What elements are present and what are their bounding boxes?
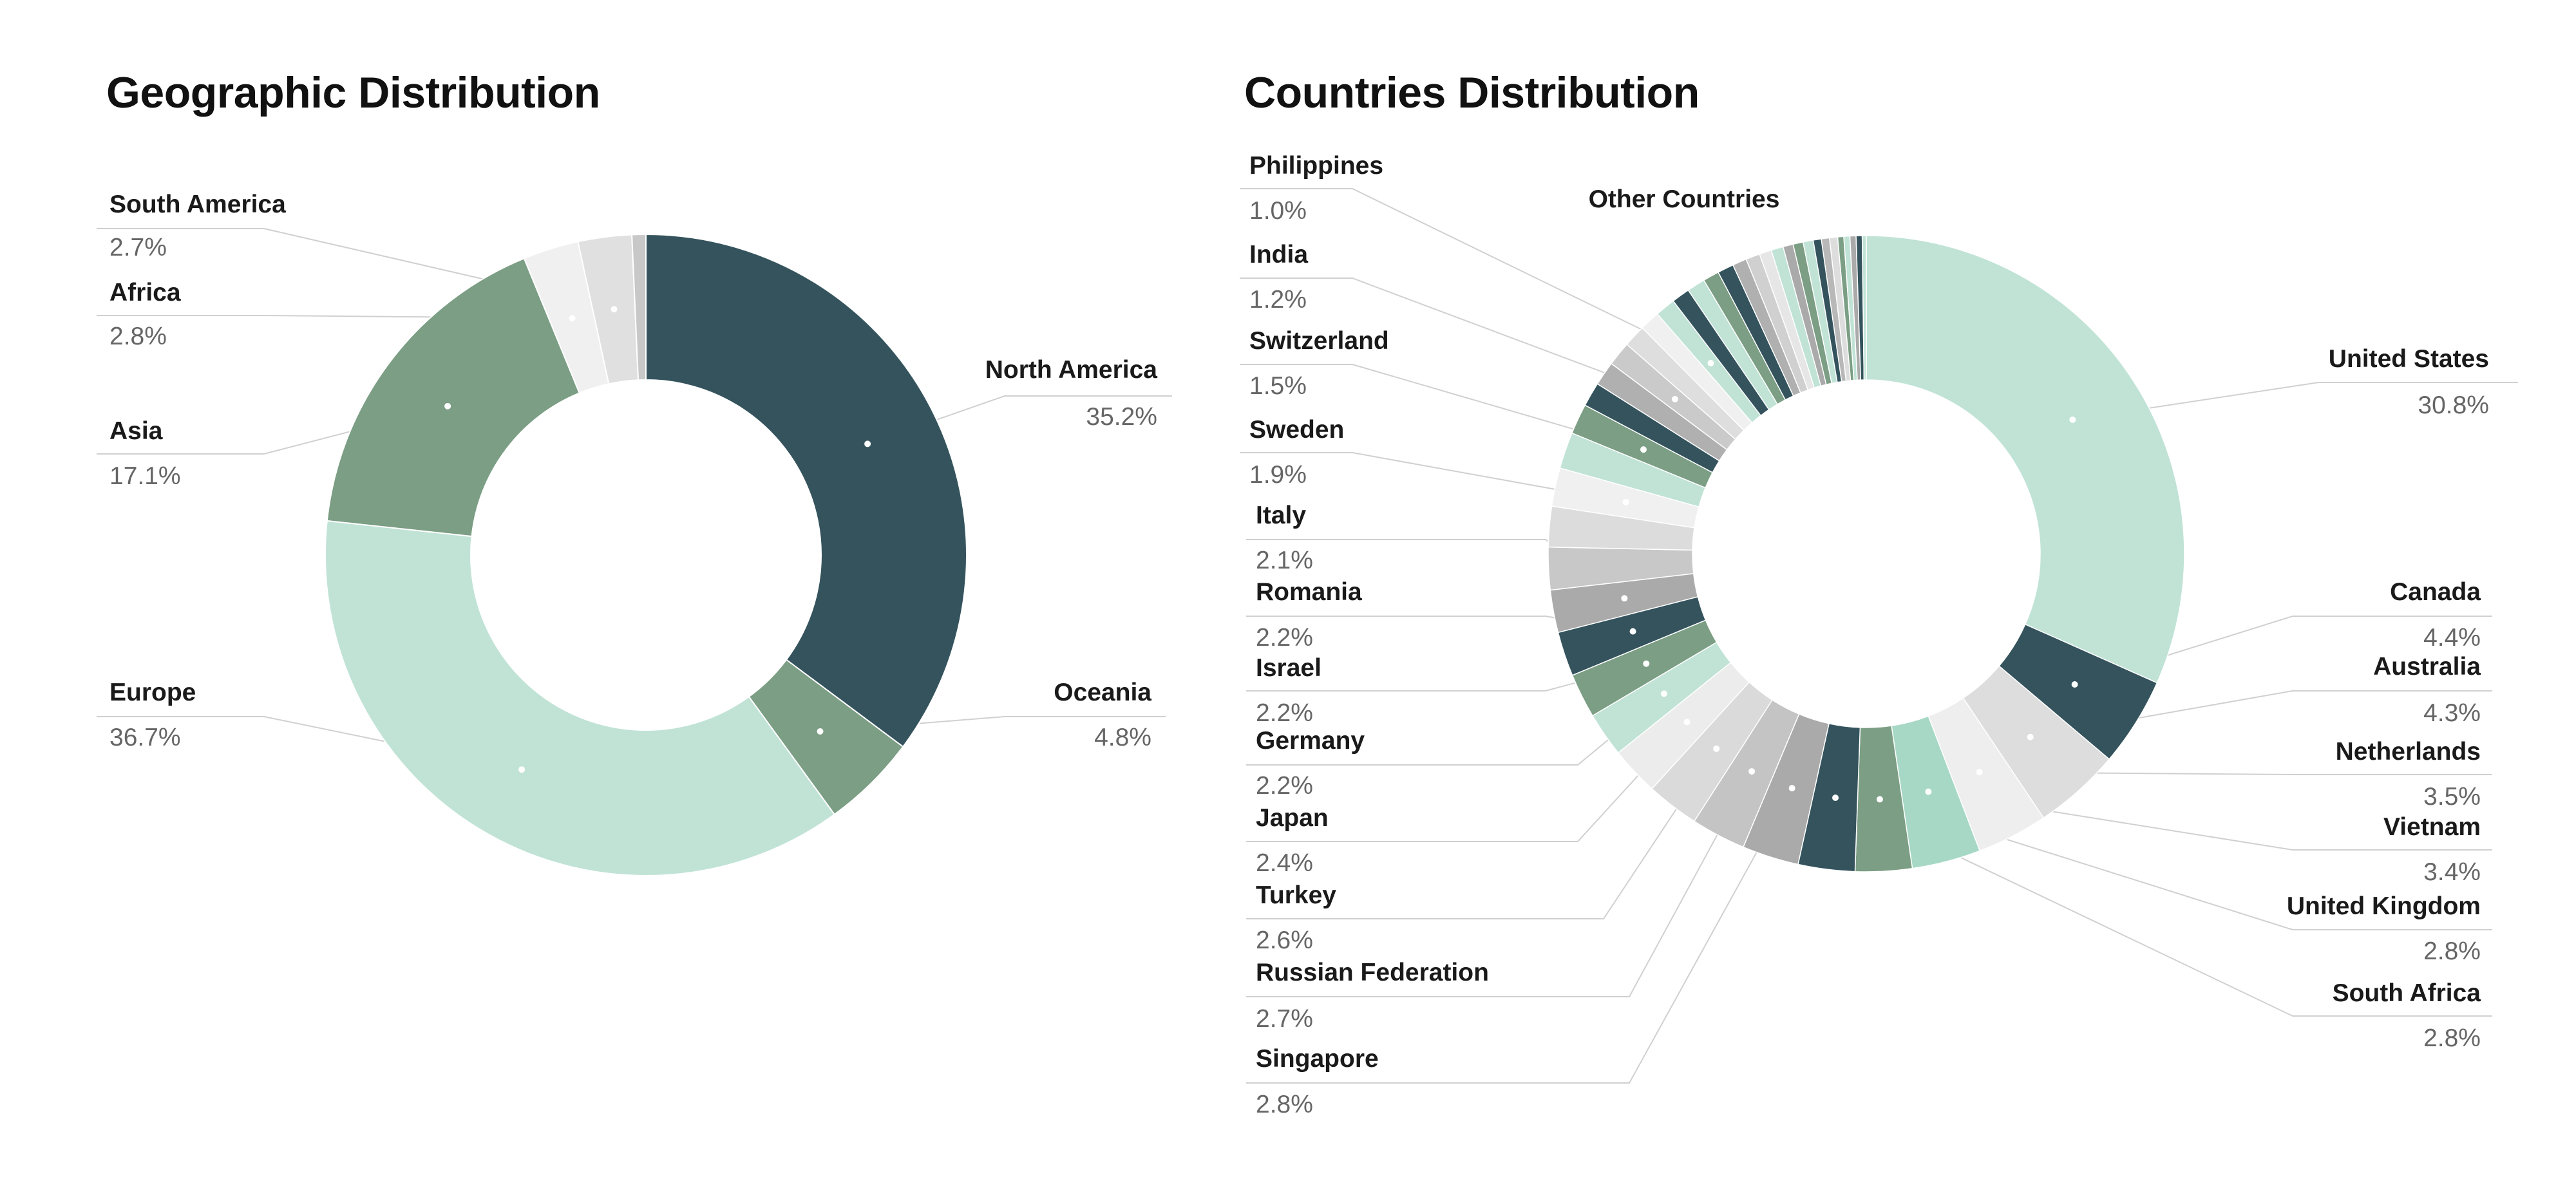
- cty-label-germany: Germany: [1256, 727, 1365, 755]
- geo-value-south-america: 2.7%: [109, 234, 167, 261]
- cty-dot-canada: [2071, 681, 2078, 688]
- cty-leader-sweden: [1240, 452, 1626, 503]
- cty-value-united-kingdom: 2.8%: [2423, 937, 2481, 965]
- geo-value-north-america: 35.2%: [1086, 403, 1157, 431]
- cty-leader-philippines: [1240, 188, 1711, 364]
- geo-value-africa: 2.8%: [109, 323, 167, 350]
- geographic-distribution-title: Geographic Distribution: [106, 68, 600, 117]
- cty-label-italy: Italy: [1256, 502, 1306, 529]
- cty-value-germany: 2.2%: [1256, 772, 1313, 800]
- geo-dot-africa: [569, 315, 576, 322]
- geo-slice-asia: [326, 258, 581, 538]
- geo-label-europe: Europe: [109, 679, 196, 706]
- cty-leader-switzerland: [1240, 364, 1644, 451]
- countries-donut: [1548, 235, 2185, 872]
- cty-leader-united-kingdom: [1879, 798, 2492, 930]
- geo-dot-north-america: [864, 440, 871, 447]
- cty-label-united-kingdom: United Kingdom: [2287, 892, 2481, 920]
- cty-leader-russian-federation: [1246, 771, 1753, 997]
- cty-value-south-africa: 2.8%: [2423, 1024, 2481, 1052]
- cty-dot-philippines: [1707, 360, 1714, 367]
- cty-value-romania: 2.2%: [1256, 624, 1313, 652]
- geo-dot-south-america: [611, 306, 618, 313]
- cty-value-netherlands: 3.5%: [2423, 783, 2481, 811]
- cty-slice-united-states: [1866, 235, 2185, 684]
- cty-label-south-africa: South Africa: [2333, 979, 2481, 1007]
- cty-value-israel: 2.2%: [1256, 699, 1313, 727]
- geo-value-europe: 36.7%: [109, 724, 181, 751]
- cty-value-india: 1.2%: [1249, 286, 1307, 314]
- cty-label-singapore: Singapore: [1256, 1045, 1379, 1073]
- cty-value-philippines: 1.0%: [1249, 197, 1307, 225]
- cty-value-switzerland: 1.5%: [1249, 372, 1307, 400]
- countries-distribution-title: Countries Distribution: [1244, 68, 1700, 117]
- cty-dot-netherlands: [1976, 769, 1983, 776]
- geo-label-south-america: South America: [109, 191, 286, 218]
- cty-value-turkey: 2.6%: [1256, 927, 1313, 954]
- geo-slice-unlabeled-6: [631, 233, 647, 381]
- cty-value-canada: 4.4%: [2423, 624, 2481, 652]
- geo-label-oceania: Oceania: [1054, 679, 1151, 706]
- geo-label-asia: Asia: [109, 417, 163, 445]
- cty-dot-italy: [1621, 595, 1628, 602]
- geo-slice-north-america: [645, 233, 967, 748]
- cty-label-united-states: United States: [2329, 345, 2489, 373]
- geo-value-asia: 17.1%: [109, 462, 181, 490]
- cty-slice-other-countries: [1861, 235, 1867, 381]
- cty-label-netherlands: Netherlands: [2336, 738, 2481, 766]
- cty-value-russian-federation: 2.7%: [1256, 1005, 1313, 1033]
- cty-dot-germany: [1660, 690, 1667, 697]
- cty-label-romania: Romania: [1256, 578, 1362, 606]
- cty-label-other-countries: Other Countries: [1589, 185, 1780, 213]
- cty-dot-india: [1671, 395, 1678, 402]
- cty-dot-switzerland: [1640, 446, 1647, 453]
- geo-value-oceania: 4.8%: [1094, 724, 1151, 751]
- cty-label-russian-federation: Russian Federation: [1256, 959, 1489, 986]
- geographic-donut: [325, 233, 967, 876]
- cty-label-japan: Japan: [1256, 804, 1329, 832]
- geo-dot-europe: [518, 766, 526, 773]
- geo-label-north-america: North America: [985, 356, 1158, 384]
- cty-value-united-states: 30.8%: [2418, 391, 2489, 419]
- cty-label-vietnam: Vietnam: [2383, 813, 2481, 841]
- geographic-labels: North America 35.2% Oceania 4.8% Europe 36.7%…: [109, 191, 1157, 773]
- cty-value-italy: 2.1%: [1256, 547, 1313, 574]
- cty-label-israel: Israel: [1256, 654, 1321, 682]
- cty-value-japan: 2.4%: [1256, 849, 1313, 877]
- cty-dot-australia: [2027, 733, 2034, 740]
- cty-dot-japan: [1683, 719, 1690, 726]
- geo-dot-oceania: [817, 728, 824, 735]
- cty-dot-russian-federation: [1748, 768, 1756, 775]
- cty-dot-south-africa: [1832, 794, 1839, 801]
- geo-label-africa: Africa: [109, 279, 181, 306]
- cty-dot-united-states: [2069, 416, 2076, 423]
- cty-label-philippines: Philippines: [1249, 152, 1383, 180]
- cty-dot-sweden: [1622, 498, 1629, 505]
- cty-label-canada: Canada: [2390, 578, 2481, 606]
- cty-label-turkey: Turkey: [1256, 881, 1336, 909]
- cty-leader-south-africa: [1835, 797, 2492, 1017]
- cty-dot-israel: [1643, 660, 1650, 667]
- cty-label-switzerland: Switzerland: [1249, 327, 1389, 355]
- cty-value-vietnam: 3.4%: [2423, 858, 2481, 886]
- cty-label-sweden: Sweden: [1249, 416, 1344, 444]
- cty-label-australia: Australia: [2373, 653, 2481, 681]
- cty-dot-turkey: [1713, 745, 1720, 752]
- cty-value-australia: 4.3%: [2423, 699, 2481, 727]
- geo-dot-asia: [444, 402, 451, 409]
- cty-label-india: India: [1249, 241, 1308, 268]
- cty-dot-vietnam: [1925, 788, 1932, 795]
- cty-dot-romania: [1629, 628, 1636, 635]
- cty-dot-united-kingdom: [1876, 796, 1883, 803]
- cty-dot-singapore: [1788, 785, 1795, 792]
- geo-slice-europe: [325, 520, 836, 876]
- cty-leader-united-states: [2072, 382, 2518, 420]
- cty-value-sweden: 1.9%: [1249, 461, 1307, 489]
- cty-leader-india: [1240, 278, 1676, 400]
- countries-labels: United States 30.8% Canada 4.4%Australia 4.3…: [1249, 152, 2489, 1118]
- cty-value-singapore: 2.8%: [1256, 1091, 1313, 1118]
- cty-leader-singapore: [1246, 787, 1793, 1084]
